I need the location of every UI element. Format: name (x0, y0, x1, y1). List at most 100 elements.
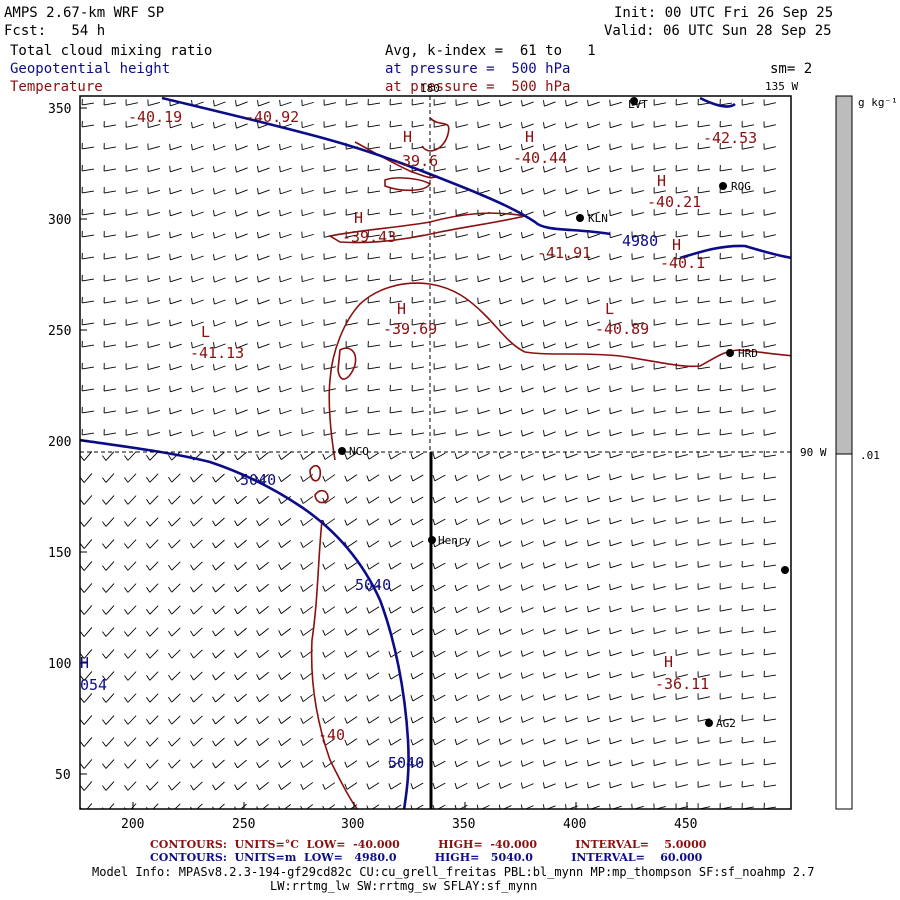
wind-barb (322, 782, 336, 790)
wind-barb (322, 606, 336, 614)
wind-barb (455, 429, 468, 436)
wind-barb (278, 539, 292, 549)
wind-barb (631, 737, 644, 745)
wind-barb (257, 144, 270, 151)
wind-barb (168, 693, 181, 703)
wind-barb (234, 539, 247, 549)
wind-barb (719, 252, 732, 260)
wind-barb (125, 143, 138, 150)
wind-barb (323, 143, 336, 150)
wind-barb (763, 209, 776, 216)
meridian-label: 90 W (800, 446, 827, 459)
wind-barb (389, 384, 402, 392)
wind-barb (653, 671, 666, 679)
wind-barb (631, 187, 644, 194)
wind-barb (168, 803, 181, 809)
wind-barb (741, 737, 754, 744)
wind-barb (653, 363, 666, 370)
wind-barb (477, 99, 490, 107)
station-dot (338, 447, 346, 455)
wind-barb (212, 671, 225, 681)
wind-barb (741, 781, 754, 788)
wind-barb (366, 760, 380, 768)
wind-barb (433, 231, 446, 238)
field-temperature: Temperature (10, 79, 103, 95)
wind-barb (542, 474, 556, 481)
wind-barb (432, 672, 446, 680)
wind-barb (345, 187, 358, 194)
wind-barb (125, 385, 138, 392)
wind-barb (520, 452, 534, 459)
wind-barb (520, 694, 534, 701)
wind-barb (103, 407, 116, 414)
wind-barb (388, 804, 402, 809)
wind-barb (432, 782, 446, 790)
wind-barb (367, 142, 380, 150)
wind-barb (741, 803, 754, 809)
wind-barb (301, 143, 314, 151)
wind-barb (80, 737, 93, 747)
wind-barb (257, 276, 270, 283)
station-label: KLN (588, 212, 608, 225)
wind-barb (300, 562, 314, 570)
wind-barb (367, 230, 380, 238)
wind-barb (565, 452, 578, 459)
wind-barb (476, 650, 490, 658)
wind-barb (741, 253, 754, 260)
wind-barb (256, 495, 269, 505)
wind-barb (697, 384, 710, 392)
wind-barb (147, 385, 160, 392)
wind-barb (213, 298, 226, 305)
wind-barb (410, 760, 424, 768)
wind-barb (763, 736, 776, 744)
wind-barb (234, 649, 247, 659)
wind-barb (345, 363, 358, 370)
wind-barb (212, 715, 225, 725)
wind-barb (279, 319, 292, 327)
x-tick-label: 250 (232, 817, 255, 832)
wind-barb (278, 451, 292, 461)
smoothing-label: sm= 2 (770, 61, 813, 77)
wind-barb (477, 253, 490, 261)
wind-barb (719, 230, 732, 238)
wind-barb (410, 628, 424, 636)
wind-barb (411, 275, 424, 282)
wind-barb (741, 495, 754, 502)
valid-time: Valid: 06 UTC Sun 28 Sep 25 (604, 23, 832, 39)
wind-barb (169, 319, 182, 327)
wind-barb (542, 650, 556, 657)
wind-barb (476, 738, 490, 746)
wind-barb (565, 650, 578, 657)
wind-barb (719, 495, 732, 502)
wind-barb (234, 671, 247, 681)
wind-barb (102, 737, 115, 747)
wind-barb (212, 495, 225, 505)
wind-barb (542, 320, 556, 327)
wind-barb (609, 231, 622, 239)
wind-barb (741, 143, 754, 150)
wind-barb (499, 319, 512, 327)
wind-barb (653, 451, 666, 459)
wind-barb (433, 165, 446, 172)
wind-barb (653, 693, 666, 701)
wind-barb (741, 231, 754, 238)
wind-barb (477, 363, 490, 371)
wind-barb (234, 276, 248, 283)
wind-barb (477, 319, 490, 327)
wind-barb (146, 737, 159, 747)
wind-barb (345, 385, 358, 392)
wind-barb (234, 627, 247, 637)
wind-barb (388, 474, 402, 482)
wind-barb (498, 628, 512, 635)
wind-barb (103, 275, 116, 282)
wind-barb (499, 297, 512, 305)
wind-barb (587, 627, 600, 635)
wind-barb (147, 209, 160, 216)
wind-barb (631, 165, 644, 172)
model-info-2: LW:rrtmg_lw SW:rrtmg_sw SFLAY:sf_mynn (270, 879, 538, 893)
wind-barb (609, 187, 622, 195)
y-tick-label: 250 (48, 324, 71, 339)
wind-barb (763, 692, 776, 700)
wind-barb (389, 406, 402, 414)
wind-barb (653, 231, 666, 238)
